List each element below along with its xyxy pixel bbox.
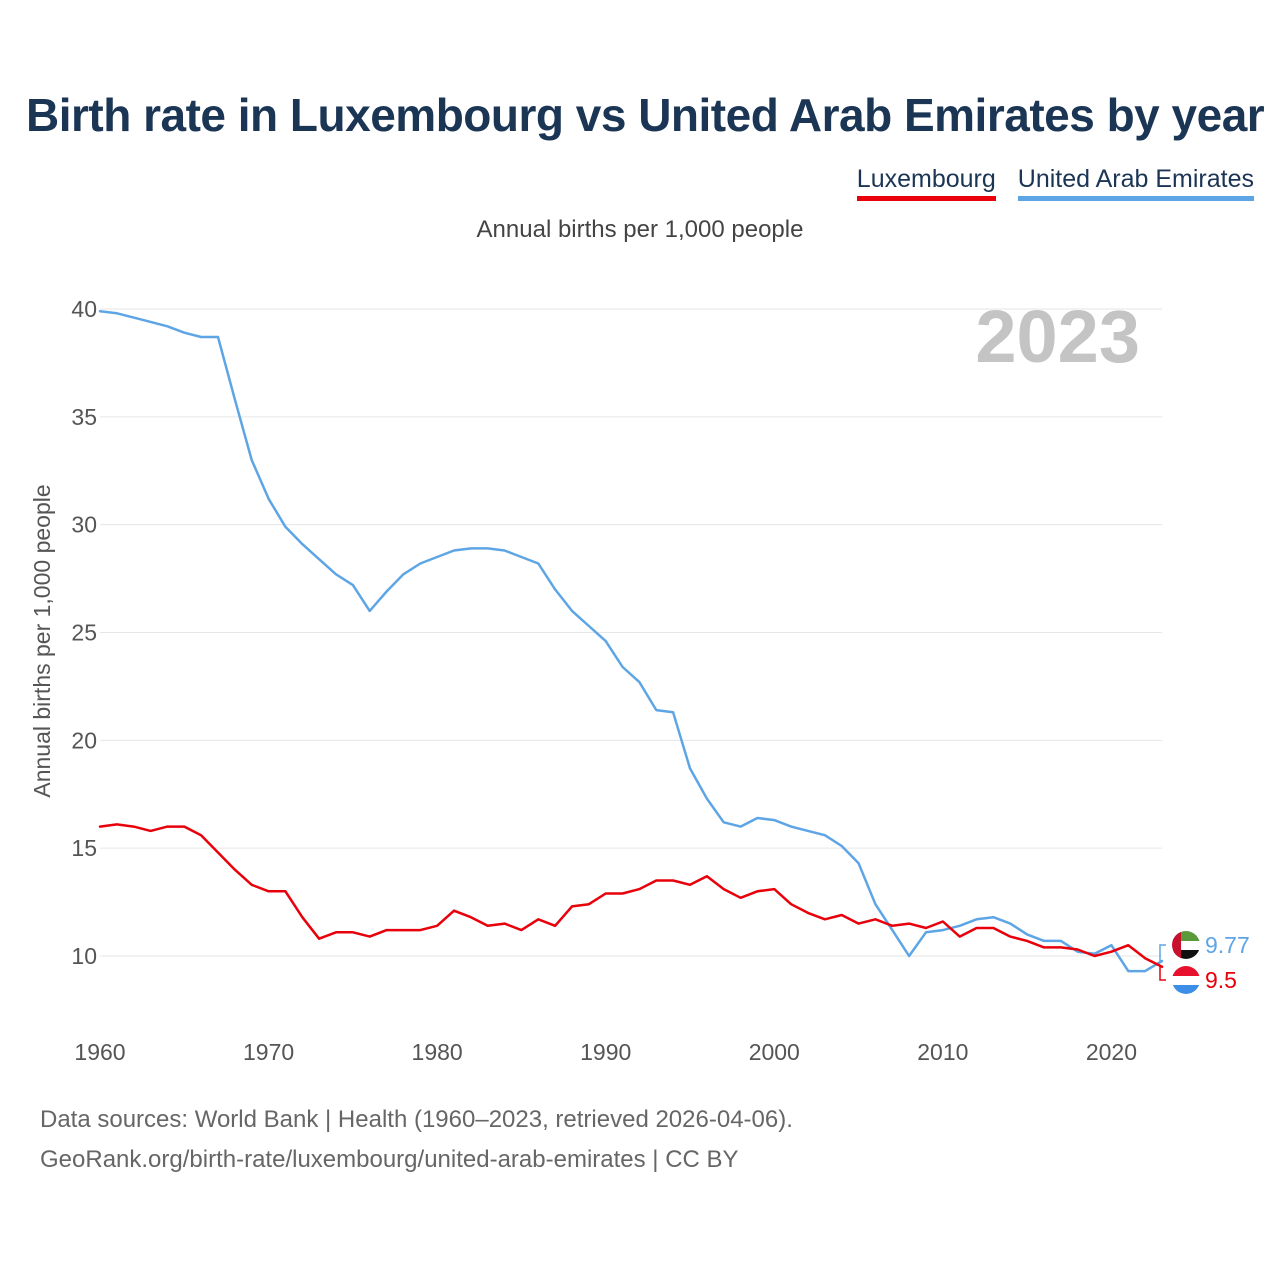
x-tick-label-2020: 2020	[1086, 1039, 1137, 1065]
source-link[interactable]: GeoRank.org/birth-rate/luxembourg/united…	[40, 1146, 739, 1173]
legend-item-luxembourg[interactable]: Luxembourg	[856, 165, 996, 201]
x-tick-label-2000: 2000	[749, 1039, 800, 1065]
luxembourg-end-value-label: 9.5	[1205, 967, 1237, 993]
chart-subtitle: Annual births per 1,000 people	[476, 216, 804, 243]
luxembourg-label-connector	[1159, 966, 1166, 981]
uae-end-value-label: 9.77	[1205, 932, 1250, 958]
x-tick-label-1990: 1990	[580, 1039, 631, 1065]
data-source-note: Data sources: World Bank | Health (1960–…	[40, 1106, 793, 1133]
legend-item-united-arab-emirates[interactable]: United Arab Emirates	[1017, 165, 1254, 201]
chart-title: Birth rate in Luxembourg vs United Arab …	[26, 89, 1265, 141]
y-axis-label: Annual births per 1,000 people	[29, 484, 55, 797]
series-line-united-arab-emirates	[98, 309, 1164, 973]
year-watermark: 2023	[975, 295, 1140, 378]
y-tick-label-10: 10	[71, 943, 97, 969]
x-tick-label-2010: 2010	[917, 1039, 968, 1065]
uae-flag-icon	[1172, 931, 1200, 959]
y-tick-label-15: 15	[71, 835, 97, 861]
x-tick-label-1970: 1970	[243, 1039, 294, 1065]
series-line-luxembourg	[98, 823, 1164, 969]
y-tick-label-40: 40	[71, 296, 97, 322]
legend: Luxembourg United Arab Emirates	[856, 165, 1254, 201]
y-tick-label-20: 20	[71, 727, 97, 753]
y-tick-label-35: 35	[71, 404, 97, 430]
x-tick-label-1980: 1980	[412, 1039, 463, 1065]
x-tick-label-1960: 1960	[74, 1039, 125, 1065]
uae-label-connector	[1159, 944, 1166, 962]
luxembourg-flag-icon	[1172, 966, 1200, 994]
y-tick-label-30: 30	[71, 512, 97, 538]
y-tick-label-25: 25	[71, 620, 97, 646]
